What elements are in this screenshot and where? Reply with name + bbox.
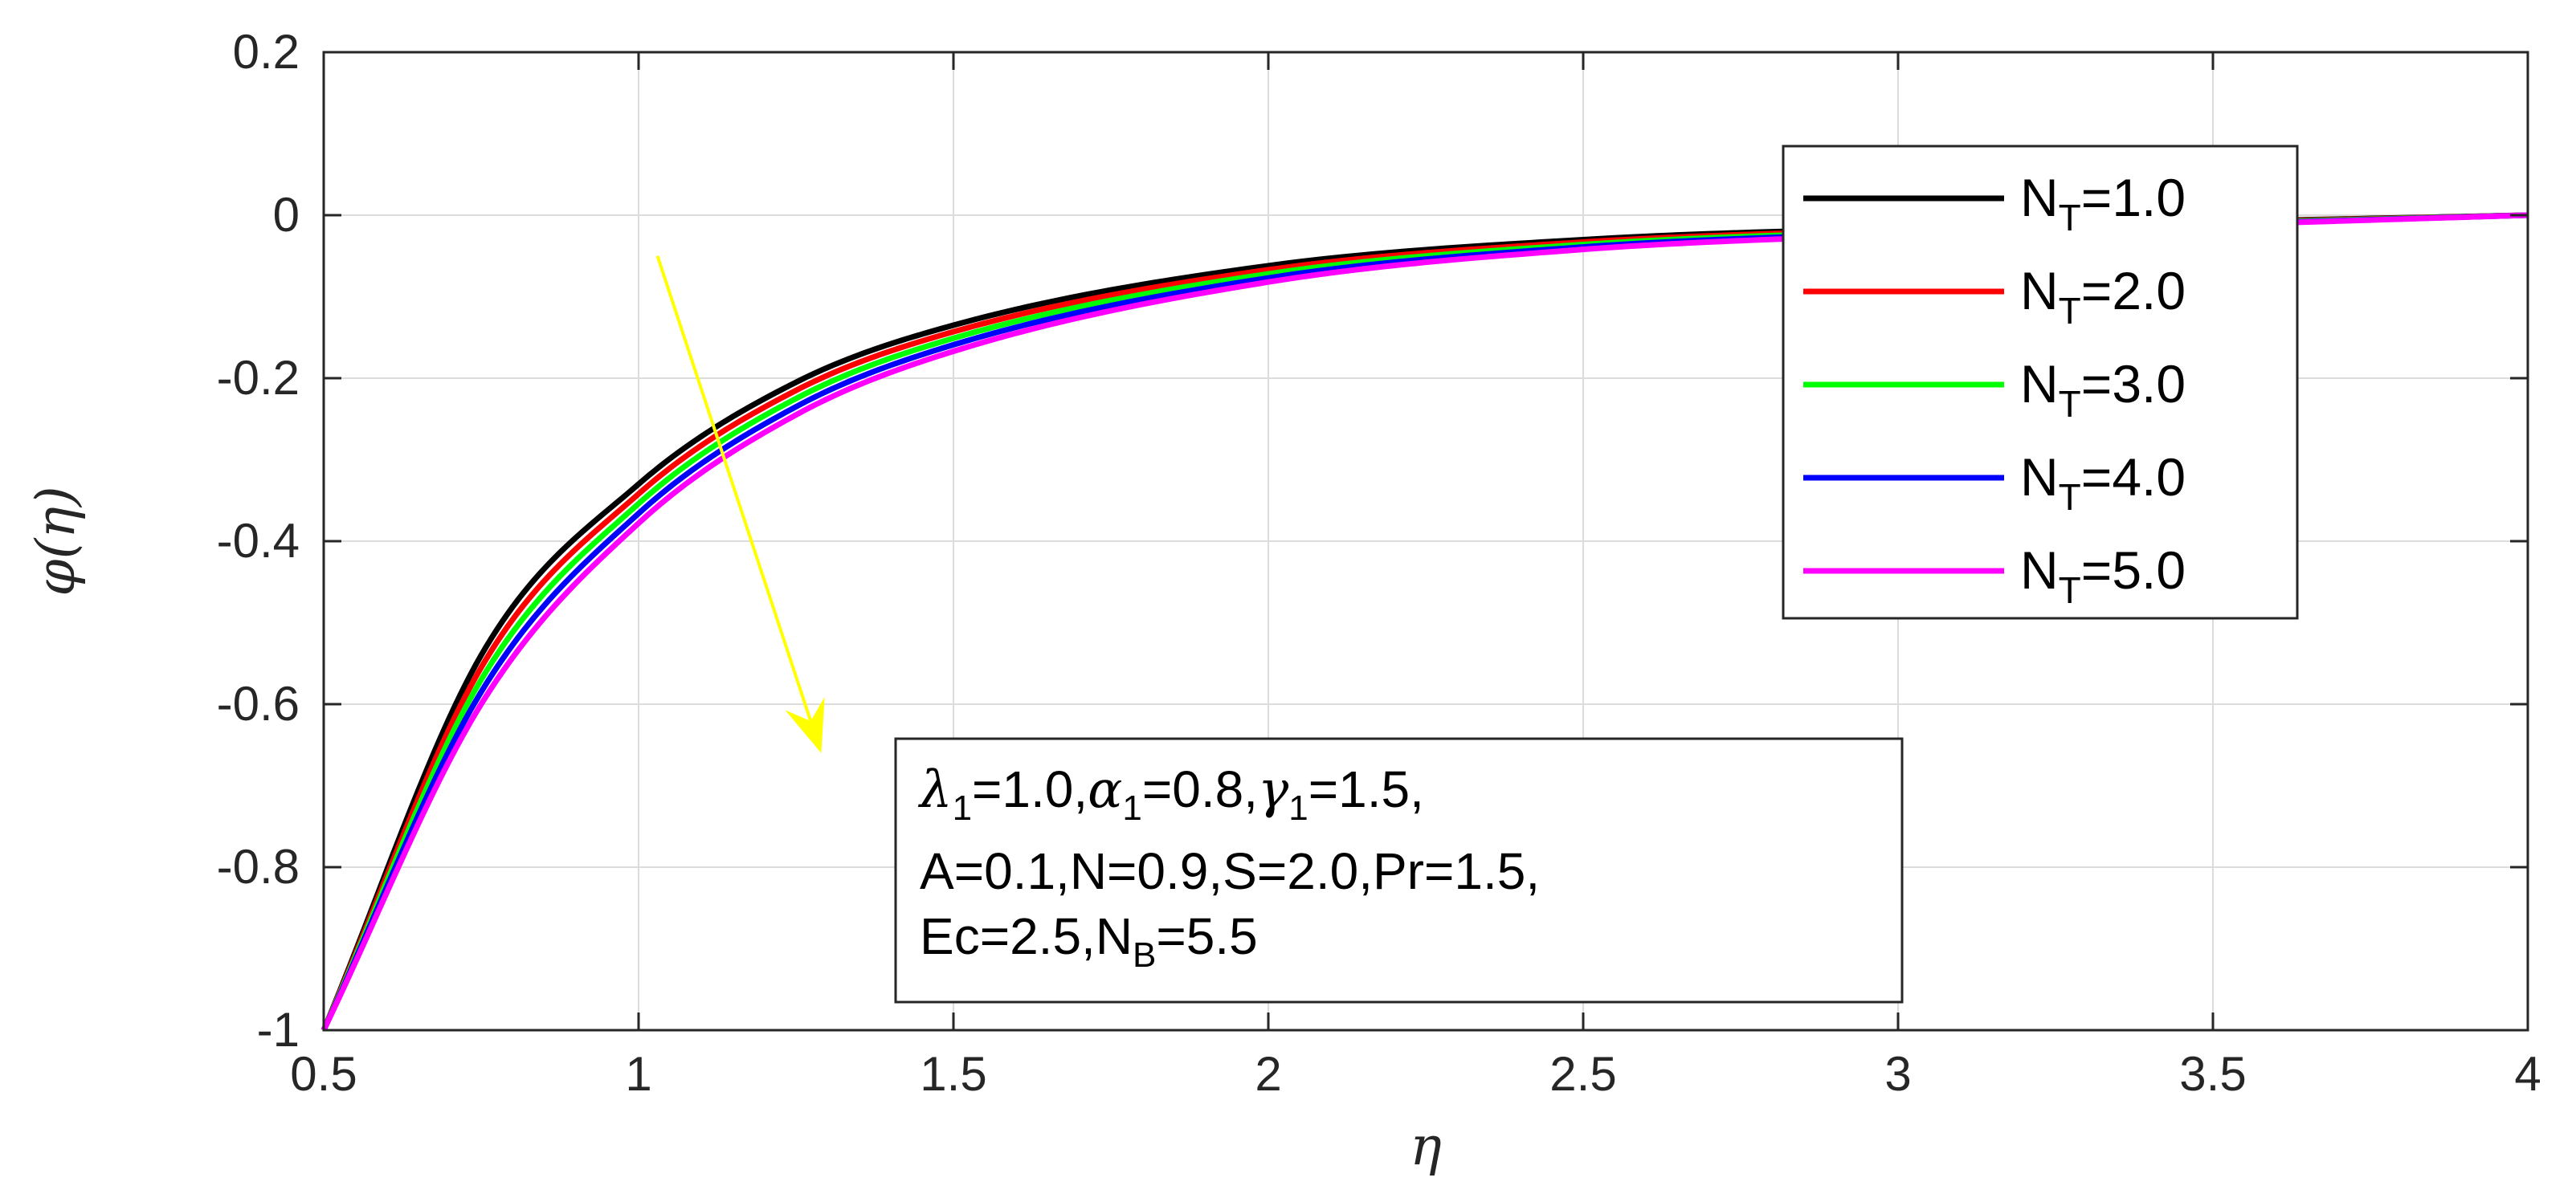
arrow-head: [785, 697, 825, 753]
annotation-alpha-sub: 1: [1122, 788, 1141, 828]
x-tick-label: 2: [1255, 1047, 1281, 1101]
legend-label-nt-3: NT=3.0: [2020, 354, 2186, 425]
x-tick-label: 1: [625, 1047, 651, 1101]
annotation-line-2: A=0.1,N=0.9,S=2.0,Pr=1.5,: [920, 842, 1540, 900]
annotation-line-3-post: =5.5: [1156, 907, 1257, 965]
y-tick-label: 0.2: [233, 25, 300, 79]
y-tick-label: -0.4: [217, 514, 300, 568]
legend-items: NT=1.0 NT=2.0 NT=3.0 NT=4.0 NT=5.0: [1803, 168, 2186, 611]
x-tick-label: 1.5: [920, 1047, 986, 1101]
annotation-line-3: Ec=2.5,NB=5.5: [920, 907, 1258, 975]
annotation-gamma-val: =1.5,: [1308, 760, 1424, 818]
x-axis-label: η: [1410, 1115, 1442, 1177]
legend-label-nt-4: NT=4.0: [2020, 447, 2186, 518]
annotation-line-3-pre: Ec=2.5,N: [920, 907, 1133, 965]
legend-label-nt-2: NT=2.0: [2020, 261, 2186, 332]
y-axis-label: φ(η): [25, 486, 87, 596]
y-tick-label: -0.6: [217, 677, 300, 731]
annotation-lambda-sub: 1: [953, 788, 972, 828]
x-tick-label: 3: [1884, 1047, 1911, 1101]
y-tick-label: 0: [273, 188, 300, 242]
annotation-line-3-sub: B: [1133, 935, 1156, 975]
axis-ticks: 0.5 1 1.5 2 2.5 3 3.5 4 0.2 0 -0.2 -0.4 -0.6 -0.8 -1: [217, 25, 2541, 1101]
annotation-gamma: γ: [1258, 760, 1289, 820]
x-tick-label: 4: [2514, 1047, 2541, 1101]
x-tick-label: 2.5: [1549, 1047, 1616, 1101]
annotation-lambda: λ: [917, 760, 953, 820]
annotation-gamma-sub: 1: [1288, 788, 1308, 828]
x-tick-label: 3.5: [2179, 1047, 2246, 1101]
legend: NT=1.0 NT=2.0 NT=3.0 NT=4.0 NT=5.0: [1782, 145, 2299, 620]
y-tick-label: -0.8: [217, 840, 300, 894]
x-tick-label: 0.5: [290, 1047, 357, 1101]
arrow-shaft: [655, 255, 813, 722]
annotation-line-1: λ1=1.0,α1=0.8,γ1=1.5,: [917, 760, 1424, 828]
y-tick-label: -0.2: [217, 351, 300, 405]
parameter-annotation: λ1=1.0,α1=0.8,γ1=1.5, A=0.1,N=0.9,S=2.0,…: [894, 737, 1904, 1004]
legend-label-nt-1: NT=1.0: [2020, 168, 2186, 238]
y-tick-label: -1: [257, 1003, 300, 1057]
legend-label-nt-5: NT=5.0: [2020, 540, 2186, 611]
annotation-box: [894, 737, 1904, 1004]
annotation-alpha-val: =0.8,: [1142, 760, 1258, 818]
trend-arrow: [655, 255, 825, 753]
annotation-alpha: α: [1088, 760, 1122, 820]
annotation-lambda-val: =1.0,: [972, 760, 1088, 818]
